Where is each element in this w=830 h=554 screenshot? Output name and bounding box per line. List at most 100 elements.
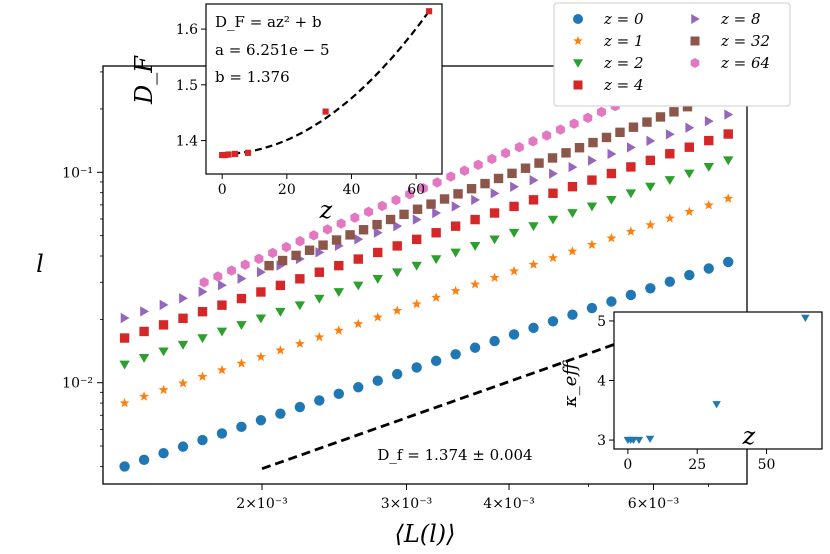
data-point xyxy=(119,397,130,408)
data-point xyxy=(304,245,315,255)
data-point xyxy=(528,259,539,269)
data-point xyxy=(569,118,579,129)
data-point xyxy=(664,276,676,287)
data-point xyxy=(451,201,461,212)
data-point xyxy=(470,214,480,225)
data-point xyxy=(158,384,169,395)
data-point xyxy=(507,168,517,179)
series-0 xyxy=(119,256,734,472)
legend-box xyxy=(553,2,791,107)
data-point xyxy=(586,202,598,212)
inset2-frame xyxy=(613,311,823,450)
data-point xyxy=(509,265,519,276)
data-point xyxy=(314,294,325,304)
data-point xyxy=(350,212,360,223)
series-4 xyxy=(119,129,733,343)
legend-marker xyxy=(690,36,700,46)
inset2-data-point xyxy=(712,401,721,409)
data-point xyxy=(236,293,247,304)
data-point xyxy=(489,335,500,347)
data-point xyxy=(489,235,500,245)
data-point xyxy=(548,252,558,263)
data-point xyxy=(555,124,565,135)
legend-entry: z = 8 xyxy=(691,10,761,28)
data-point xyxy=(431,228,441,238)
data-point xyxy=(567,181,578,192)
data-point xyxy=(568,161,578,173)
legend-label: z = 32 xyxy=(720,32,770,50)
inset2-marks xyxy=(623,314,810,445)
data-point xyxy=(257,266,266,278)
data-point xyxy=(473,159,483,171)
inset2-x-tick-label: 50 xyxy=(758,457,776,473)
inset1-y-axis-label: D_F xyxy=(130,55,158,105)
data-point xyxy=(213,271,223,282)
inset1-data-point xyxy=(222,151,229,159)
data-point xyxy=(625,226,636,236)
data-point xyxy=(411,234,422,245)
data-point xyxy=(197,434,208,446)
data-point xyxy=(353,382,364,393)
data-point xyxy=(216,428,228,439)
data-point xyxy=(240,259,250,270)
data-point xyxy=(426,199,436,209)
data-point xyxy=(446,171,456,182)
y-tick-label: 10⁻¹ xyxy=(62,165,93,181)
data-point xyxy=(139,326,149,337)
data-point xyxy=(177,441,189,452)
data-point xyxy=(254,253,264,265)
data-point xyxy=(606,232,617,243)
series-8 xyxy=(120,109,734,324)
data-point xyxy=(159,299,169,311)
main-plot-ticks: 2×10⁻³ 3×10⁻³ 4×10⁻³ 6×10⁻³ 10⁻² 10⁻¹ xyxy=(62,71,709,512)
legend-label: z = 0 xyxy=(603,10,644,28)
inset1-param-a: a = 6.251e − 5 xyxy=(215,41,330,59)
data-point xyxy=(333,288,344,298)
data-point xyxy=(450,221,461,231)
data-point xyxy=(256,287,266,297)
data-point xyxy=(158,347,169,357)
data-point xyxy=(439,194,450,204)
data-point xyxy=(158,320,169,330)
inset2-x-axis-label: z xyxy=(742,422,756,450)
data-point xyxy=(450,285,461,296)
legend-items: z = 0 z = 1 z = 2 z = 4 z = 8 z = 32 z = 64 xyxy=(573,10,770,94)
data-point xyxy=(645,283,656,294)
legend-marker xyxy=(573,36,583,46)
data-point xyxy=(588,137,598,148)
data-point xyxy=(294,338,305,348)
data-point xyxy=(140,306,150,317)
main-plot-marks xyxy=(119,95,734,472)
data-point xyxy=(703,163,714,172)
inset1-ticks: 0 20 40 60 1.4 1.5 1.6 xyxy=(176,22,425,198)
data-point xyxy=(372,219,382,230)
data-point xyxy=(411,362,422,373)
data-point xyxy=(723,193,734,203)
data-point xyxy=(139,391,150,401)
data-point xyxy=(197,307,208,317)
data-point xyxy=(120,312,130,324)
data-point xyxy=(199,277,209,288)
data-point xyxy=(542,130,552,141)
data-point xyxy=(534,158,544,168)
data-point xyxy=(703,263,714,274)
data-point xyxy=(514,142,524,153)
inset1-data-point xyxy=(244,149,252,156)
legend-marker xyxy=(690,58,700,68)
data-point xyxy=(353,318,364,329)
inset2-y-axis-label: κ_eff xyxy=(560,360,581,408)
data-point xyxy=(119,461,130,472)
inset2-data-point xyxy=(629,436,638,445)
legend-label: z = 4 xyxy=(603,76,644,94)
data-point xyxy=(489,208,500,218)
inset2-y-tick-label: 4 xyxy=(597,374,606,390)
data-point xyxy=(393,220,403,232)
data-point xyxy=(364,206,374,218)
data-point xyxy=(314,395,325,406)
data-point xyxy=(236,321,247,330)
data-point xyxy=(470,279,481,289)
data-point xyxy=(606,168,617,179)
inset1-x-tick-label: 60 xyxy=(407,182,425,198)
legend-entry: z = 0 xyxy=(573,10,644,28)
